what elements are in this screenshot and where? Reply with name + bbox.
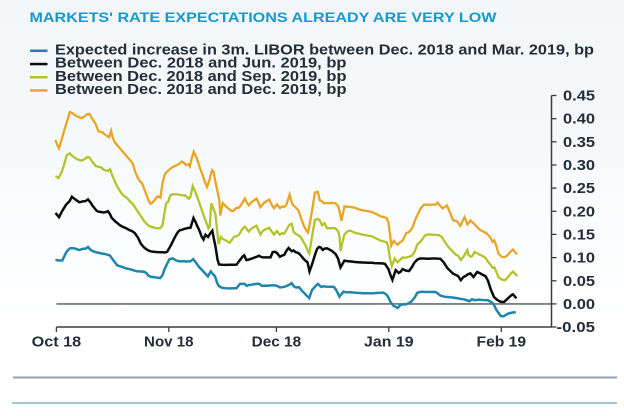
svg-text:0.20: 0.20 [563,204,595,220]
svg-text:Jan 19: Jan 19 [364,335,414,351]
svg-text:Between Dec. 2018 and Dec. 201: Between Dec. 2018 and Dec. 2019, bp [55,82,347,98]
svg-text:Expected increase in 3m. LIBOR: Expected increase in 3m. LIBOR between D… [55,42,594,58]
svg-text:0.25: 0.25 [563,181,595,197]
svg-text:0.15: 0.15 [563,227,595,243]
svg-text:Feb 19: Feb 19 [477,335,527,351]
svg-text:Nov 18: Nov 18 [144,335,194,351]
svg-text:-0.05: -0.05 [557,320,596,336]
svg-text:Between Dec. 2018 and Jun. 201: Between Dec. 2018 and Jun. 2019, bp [55,56,347,72]
svg-text:0.40: 0.40 [563,112,595,128]
svg-text:Between Dec. 2018 and Sep. 201: Between Dec. 2018 and Sep. 2019, bp [55,69,347,85]
svg-text:MARKETS' RATE EXPECTATIONS ALR: MARKETS' RATE EXPECTATIONS ALREADY ARE V… [30,9,498,25]
svg-text:0.45: 0.45 [563,89,595,105]
svg-text:0.35: 0.35 [563,135,595,151]
svg-text:Oct 18: Oct 18 [32,335,82,351]
svg-text:0.30: 0.30 [563,158,595,174]
svg-text:Dec 18: Dec 18 [252,335,302,351]
svg-text:0.05: 0.05 [563,274,595,290]
svg-text:0.10: 0.10 [563,251,595,267]
svg-text:0.00: 0.00 [563,297,595,313]
